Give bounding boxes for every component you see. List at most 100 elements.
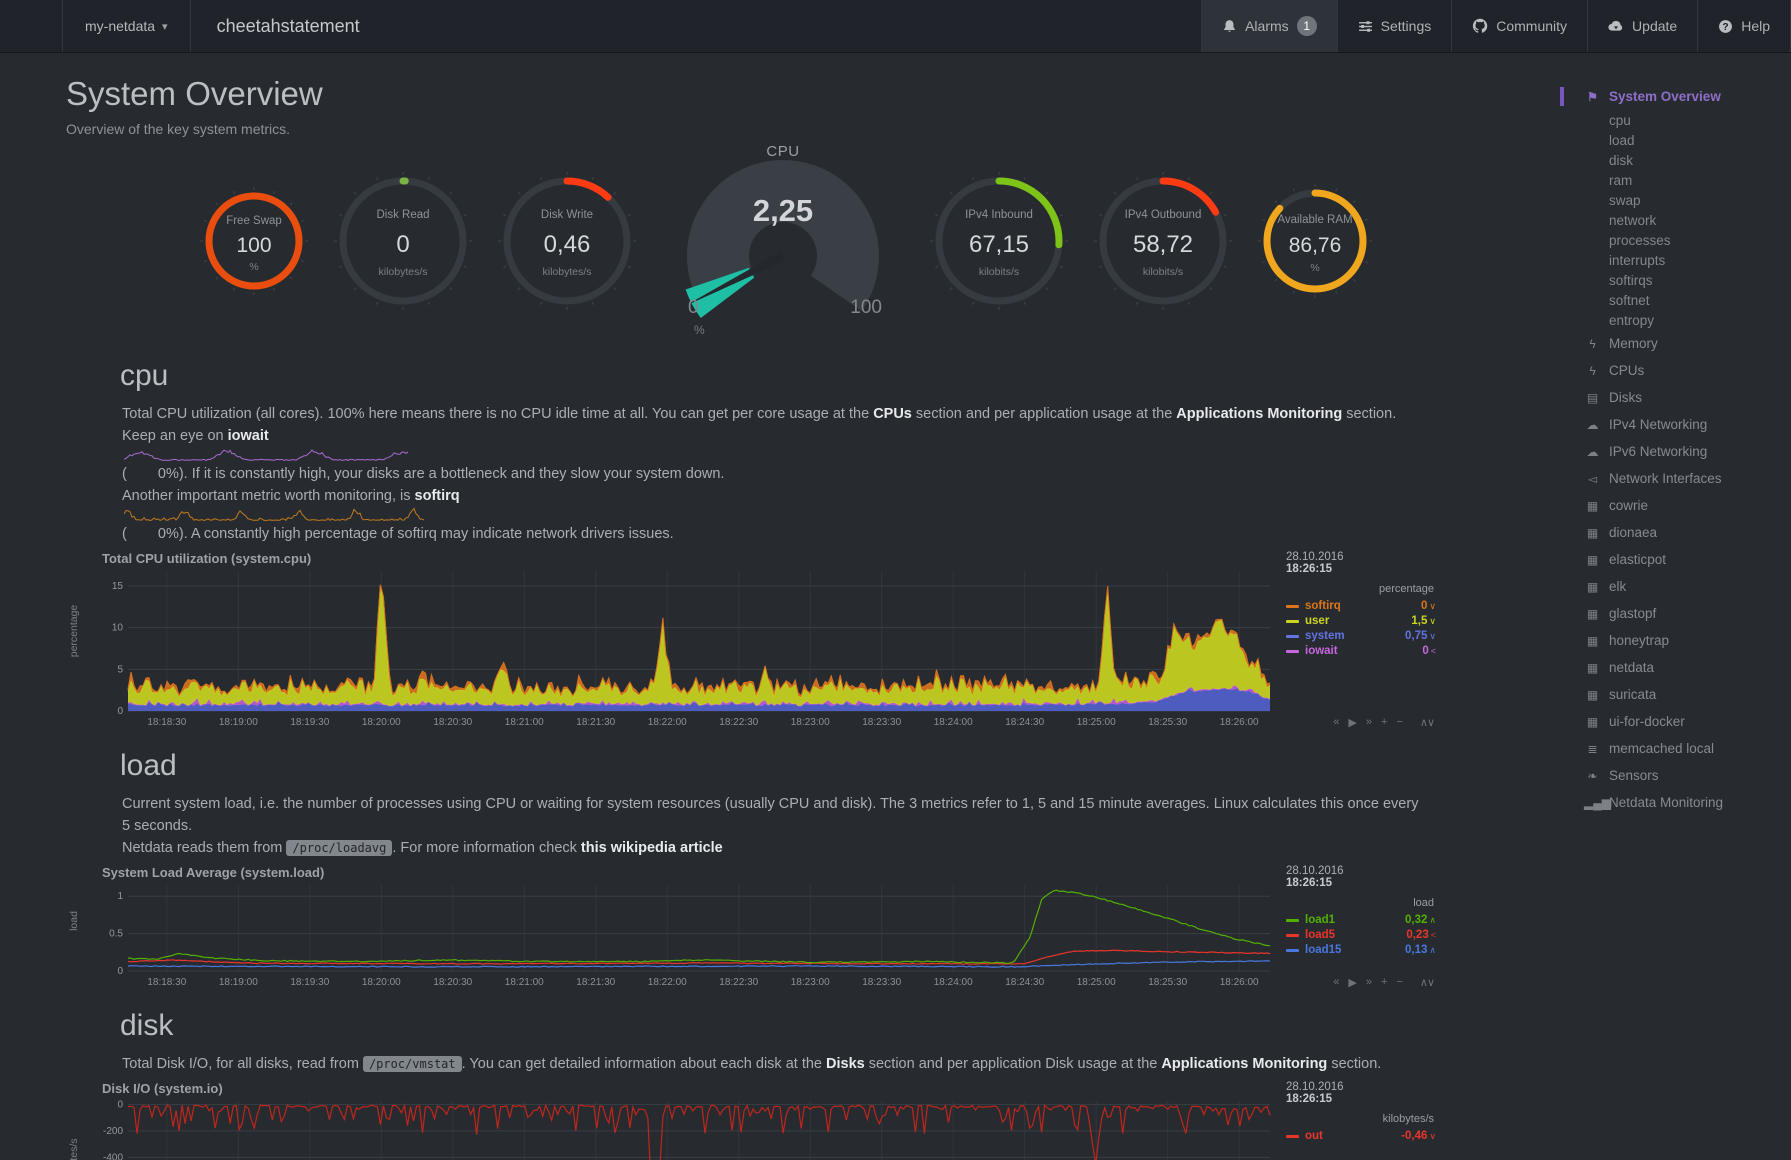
chart-plot-area[interactable]: System Load Average (system.load) 18:18:3… xyxy=(100,865,1274,989)
svg-text:0: 0 xyxy=(117,1099,123,1110)
legend-load15[interactable]: load15 0,13 ∧ xyxy=(1286,944,1436,956)
gauge-disk-write[interactable]: Disk Write 0,46 kilobytes/s xyxy=(494,168,640,314)
legend-iowait[interactable]: iowait 0 < xyxy=(1286,645,1436,657)
sidebar-subitem-softirqs[interactable]: softirqs xyxy=(1609,272,1653,288)
svg-text:18:24:00: 18:24:00 xyxy=(934,717,973,728)
gauge-free-swap[interactable]: Free Swap 100% xyxy=(196,183,312,299)
chart-plot-area[interactable]: Total CPU utilization (system.cpu) 18:18:… xyxy=(100,551,1274,729)
sidebar-item-cowrie[interactable]: ▦ cowrie xyxy=(1560,492,1791,519)
chart-ylabel: load xyxy=(68,910,80,931)
chart-legend: 28.10.2016 18:26:15 kilobytes/s out -0,46 ∨ xyxy=(1274,1081,1436,1160)
navbar-button-settings[interactable]: Settings xyxy=(1336,0,1452,52)
sidebar-item-suricata[interactable]: ▦ suricata xyxy=(1560,681,1791,708)
sidebar-subitem-load[interactable]: load xyxy=(1609,132,1635,148)
sidebar-item-elk[interactable]: ▦ elk xyxy=(1560,573,1791,600)
chart-title: Disk I/O (system.io) xyxy=(102,1081,223,1096)
legend-time: 18:26:15 xyxy=(1286,877,1333,889)
leaf-icon: ❧ xyxy=(1587,768,1598,783)
navbar-button-help[interactable]: ? Help xyxy=(1697,0,1791,52)
sidebar-subitem-softnet[interactable]: softnet xyxy=(1609,292,1650,308)
sidebar-subitem-disk[interactable]: disk xyxy=(1609,152,1634,168)
navbar-button-update[interactable]: Update xyxy=(1587,0,1697,52)
sidebar-item-memcached-local[interactable]: ≣ memcached local xyxy=(1560,735,1791,762)
legend-series-name: user xyxy=(1305,615,1330,627)
iowait-sparkline[interactable] xyxy=(124,447,409,463)
legend-out[interactable]: out -0,46 ∨ xyxy=(1286,1130,1436,1142)
gauge-value: 67,15 xyxy=(968,230,1030,258)
legend-softirq[interactable]: softirq 0 ∨ xyxy=(1286,600,1436,612)
sidebar-item-memory[interactable]: ϟ Memory xyxy=(1560,330,1791,357)
navbar-button-alarms[interactable]: Alarms 1 xyxy=(1201,0,1337,52)
legend-swatch xyxy=(1286,948,1299,952)
gauge-title: IPv4 Outbound xyxy=(1124,208,1202,221)
load-chart[interactable]: load System Load Average (system.load) 18:… xyxy=(58,865,1436,989)
sidebar-item-netdata[interactable]: ▦ netdata xyxy=(1560,654,1791,681)
sidebar-item-elasticpot[interactable]: ▦ elasticpot xyxy=(1560,546,1791,573)
sidebar-item-system-overview[interactable]: ⚑ System Overview xyxy=(1560,83,1791,110)
sidebar-item-ipv4-networking[interactable]: ☁ IPv4 Networking xyxy=(1560,411,1791,438)
legend-load5[interactable]: load5 0,23 < xyxy=(1286,929,1436,941)
sidebar-item-ipv6-networking[interactable]: ☁ IPv6 Networking xyxy=(1560,438,1791,465)
caret-down-icon: ▾ xyxy=(162,20,168,33)
sidebar-item-label: ui-for-docker xyxy=(1609,714,1685,729)
gauge-value: 86,76 xyxy=(1288,233,1342,257)
gauge-value: 0,46 xyxy=(543,230,591,258)
gauge-ipv4-outbound[interactable]: IPv4 Outbound 58,72 kilobits/s xyxy=(1090,168,1236,314)
softirq-sparkline[interactable] xyxy=(124,507,424,523)
sidebar-subitem-interrupts[interactable]: interrupts xyxy=(1609,252,1666,268)
sidebar-subitem-cpu[interactable]: cpu xyxy=(1609,112,1631,128)
pan-backward-icon: « xyxy=(1333,976,1340,988)
disk-plot-svg[interactable]: 18:18:3018:19:0018:19:3018:20:0018:20:30… xyxy=(100,1097,1272,1160)
gauge-title: CPU xyxy=(766,143,800,160)
legend-series-name: load5 xyxy=(1305,929,1336,941)
chart-resize-handle[interactable]: ∧∨ xyxy=(1420,976,1435,989)
svg-text:18:20:30: 18:20:30 xyxy=(433,717,472,728)
sidebar-subitem-entropy[interactable]: entropy xyxy=(1609,312,1655,328)
page-subtitle: Overview of the key system metrics. xyxy=(66,121,291,137)
zoom-out-icon: − xyxy=(1396,716,1403,728)
svg-text:18:18:30: 18:18:30 xyxy=(147,977,186,988)
navbar-button-label: Update xyxy=(1632,18,1678,34)
sidebar-item-network-interfaces[interactable]: ◅ Network Interfaces xyxy=(1560,465,1791,492)
disk-chart[interactable]: kilobytes/s Disk I/O (system.io)18:18:301… xyxy=(58,1081,1436,1160)
sidebar-subitem-processes[interactable]: processes xyxy=(1609,232,1671,248)
cpu-chart[interactable]: percentage Total CPU utilization (system.… xyxy=(58,551,1436,729)
svg-text:15: 15 xyxy=(112,581,124,592)
navbar-button-community[interactable]: Community xyxy=(1451,0,1587,52)
legend-load1[interactable]: load1 0,32 ∧ xyxy=(1286,914,1436,926)
svg-text:18:22:00: 18:22:00 xyxy=(648,717,687,728)
gauge-disk-read[interactable]: Disk Read 0 kilobytes/s xyxy=(330,168,476,314)
github-icon xyxy=(1472,18,1488,34)
sidebar-item-glastopf[interactable]: ▦ glastopf xyxy=(1560,600,1791,627)
sidebar-item-ui-for-docker[interactable]: ▦ ui-for-docker xyxy=(1560,708,1791,735)
legend-user[interactable]: user 1,5 ∨ xyxy=(1286,615,1436,627)
sidebar-item-disks[interactable]: ▤ Disks xyxy=(1560,384,1791,411)
code-chip: /proc/loadavg xyxy=(286,840,393,856)
sidebar-subitem-ram[interactable]: ram xyxy=(1609,172,1633,188)
load-plot-svg[interactable]: 18:18:30 18:19:00 18:19:30 18:20:00 18:20:30… xyxy=(100,881,1272,989)
disk-description: Total Disk I/O, for all disks, read from… xyxy=(122,1053,1422,1075)
sidebar-item-sensors[interactable]: ❧ Sensors xyxy=(1560,762,1791,789)
gauge-available-ram[interactable]: Available RAM 86,76% xyxy=(1254,180,1376,302)
svg-text:1: 1 xyxy=(117,891,123,902)
legend-system[interactable]: system 0,75 ∨ xyxy=(1286,630,1436,642)
cpu-plot-svg[interactable]: 18:18:30 18:19:00 18:19:30 18:20:00 18:20:30… xyxy=(100,567,1272,729)
sidebar-item-netdata-monitoring[interactable]: ▂▄▆ Netdata Monitoring xyxy=(1560,789,1791,816)
gauge-cpu[interactable]: CPU 2,25 0 100% xyxy=(658,141,908,341)
sidebar-subitem-network[interactable]: network xyxy=(1609,212,1657,228)
chart-plot-area[interactable]: Disk I/O (system.io)18:18:3018:19:0018:1… xyxy=(100,1081,1274,1160)
section-heading-load: load xyxy=(120,749,177,782)
sidebar-item-dionaea[interactable]: ▦ dionaea xyxy=(1560,519,1791,546)
sidebar-subitem-swap[interactable]: swap xyxy=(1609,192,1641,208)
sidebar-item-honeytrap[interactable]: ▦ honeytrap xyxy=(1560,627,1791,654)
gauge-ipv4-inbound[interactable]: IPv4 Inbound 67,15 kilobits/s xyxy=(926,168,1072,314)
wikipedia-link[interactable]: this wikipedia article xyxy=(580,840,723,856)
sidebar-item-cpus[interactable]: ϟ CPUs xyxy=(1560,357,1791,384)
description-line: Netdata reads them from /proc/loadavg. F… xyxy=(122,840,723,856)
gauge-unit: kilobits/s xyxy=(978,265,1020,278)
my-netdata-dropdown[interactable]: my-netdata ▾ xyxy=(62,0,191,52)
chart-title: System Load Average (system.load) xyxy=(102,865,325,880)
legend-series-value: 0 xyxy=(1422,645,1429,657)
chart-resize-handle[interactable]: ∧∨ xyxy=(1420,716,1435,729)
navbar-button-label: Community xyxy=(1496,18,1568,34)
